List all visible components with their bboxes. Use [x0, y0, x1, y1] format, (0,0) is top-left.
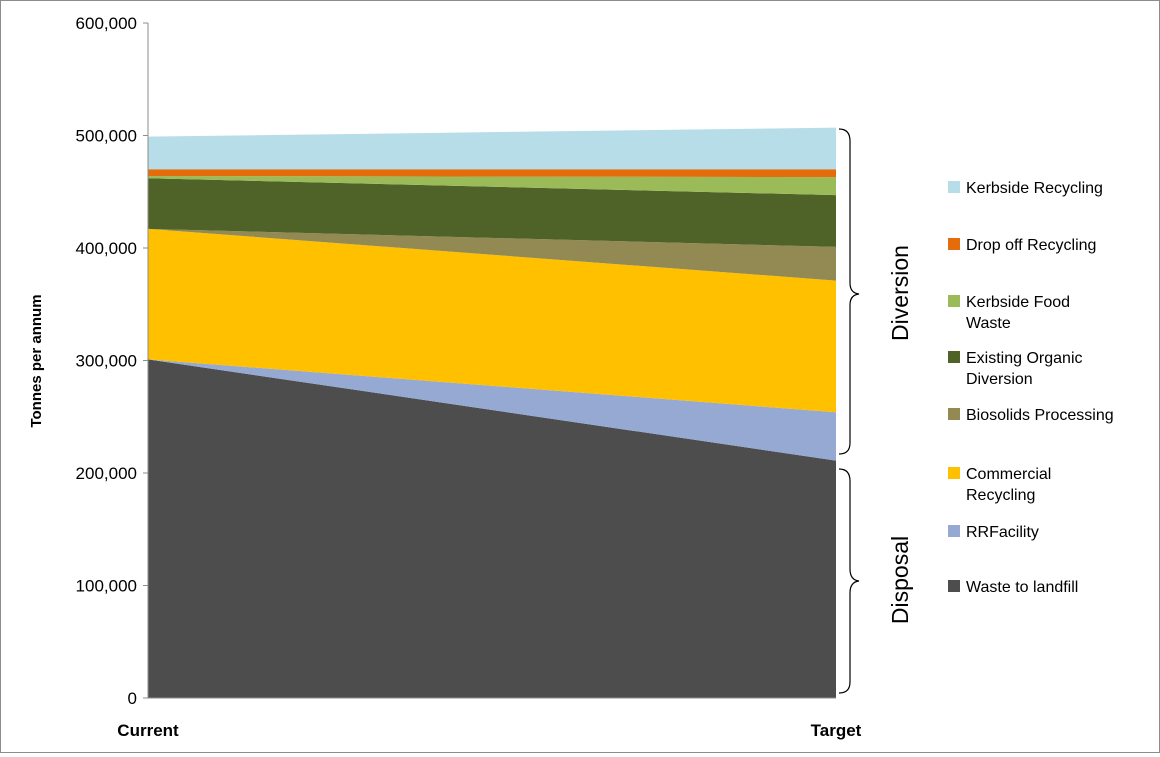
area-waste-to-landfill — [148, 359, 836, 698]
legend-label: Biosolids Processing — [966, 407, 1114, 424]
legend-swatch — [948, 580, 960, 592]
area-kerbside-recycling — [148, 127, 836, 170]
area-layer — [148, 127, 836, 698]
y-tick-label: 0 — [128, 689, 137, 708]
y-tick-label: 300,000 — [76, 352, 137, 371]
legend-label: Waste — [966, 315, 1011, 332]
legend-swatch — [948, 525, 960, 537]
legend-swatch — [948, 295, 960, 307]
legend-item: Existing Organic Diversion — [948, 350, 1083, 388]
legend-label: Commercial — [966, 466, 1051, 483]
y-tick-label: 500,000 — [76, 127, 137, 146]
disposal-brace — [838, 468, 860, 694]
legend-item: RRFacility — [948, 524, 1039, 541]
legend-item: Drop off Recycling — [948, 237, 1096, 254]
diversion-brace — [838, 128, 860, 455]
legend-label: Drop off Recycling — [966, 237, 1096, 254]
y-tick-label: 400,000 — [76, 239, 137, 258]
legend-item: Commercial Recycling — [948, 466, 1051, 504]
legend-swatch — [948, 467, 960, 479]
y-tick-label: 600,000 — [76, 14, 137, 33]
legend-item: Waste to landfill — [948, 579, 1078, 596]
legend: Kerbside Recycling Drop off Recycling Kerb… — [948, 180, 1114, 596]
disposal-label: Disposal — [887, 536, 913, 624]
y-tick-label: 100,000 — [76, 577, 137, 596]
legend-label: Diversion — [966, 371, 1033, 388]
legend-swatch — [948, 238, 960, 250]
area-kerbside-food-waste — [148, 176, 836, 196]
area-rrfacility — [148, 359, 836, 461]
legend-label: Recycling — [966, 487, 1035, 504]
legend-item: Biosolids Processing — [948, 407, 1114, 424]
legend-item: Kerbside Recycling — [948, 180, 1103, 197]
y-tick-layer: 0 100,000 200,000 300,000 400,000 500,000 600,… — [76, 14, 148, 708]
legend-label: Waste to landfill — [966, 579, 1078, 596]
area-drop-off-recycling — [148, 169, 836, 178]
legend-swatch — [948, 408, 960, 420]
x-tick-label: Target — [811, 721, 862, 740]
legend-label: Kerbside Recycling — [966, 180, 1103, 197]
legend-label: RRFacility — [966, 524, 1039, 541]
y-tick-label: 200,000 — [76, 464, 137, 483]
area-commercial-recycling — [148, 228, 836, 413]
legend-swatch — [948, 181, 960, 193]
legend-item: Kerbside Food Waste — [948, 294, 1070, 332]
legend-label: Existing Organic — [966, 350, 1083, 367]
x-tick-layer: Current Target — [117, 721, 861, 740]
area-existing-organic-diversion — [148, 178, 836, 247]
legend-swatch — [948, 351, 960, 363]
legend-label: Kerbside Food — [966, 294, 1070, 311]
x-tick-label: Current — [117, 721, 179, 740]
diversion-label: Diversion — [887, 245, 913, 341]
area-biosolids-processing — [148, 228, 836, 281]
y-axis-title: Tonnes per annum — [28, 294, 45, 427]
